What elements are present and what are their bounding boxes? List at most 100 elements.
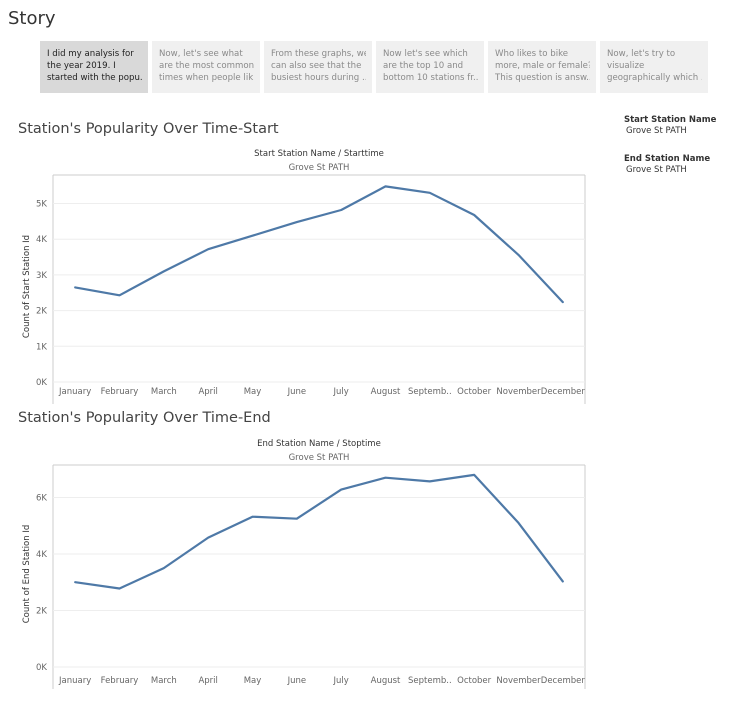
filter-label: End Station Name <box>624 154 711 164</box>
x-tick-label: August <box>371 387 401 397</box>
y-tick-label: 0K <box>36 378 47 388</box>
x-tick-label: July <box>333 387 349 397</box>
data-point <box>517 521 521 525</box>
filter-value: Grove St PATH <box>626 126 687 136</box>
story-point-text: Now, let's try to <box>607 49 676 59</box>
series-line <box>74 473 564 590</box>
story-point-text: are the top 10 and <box>383 61 464 71</box>
x-tick-label: November <box>496 387 541 397</box>
filter-panel: Start Station Name Grove St PATH End Sta… <box>624 115 716 193</box>
x-tick-label: December <box>541 387 586 397</box>
data-point <box>295 517 299 521</box>
story-navigator: I did my analysis for the year 2019. I s… <box>40 41 712 93</box>
x-tick-label: October <box>457 387 492 397</box>
story-point-text: visualize <box>607 61 645 71</box>
data-point <box>118 293 122 297</box>
filter-start-station[interactable]: Start Station Name Grove St PATH <box>624 115 716 137</box>
x-tick-label: July <box>333 676 349 686</box>
start-line-chart[interactable]: Start Station Name / Starttime Grove St P… <box>0 142 600 404</box>
data-point <box>561 300 565 304</box>
story-point-text: times when people lik.. <box>159 73 254 83</box>
story-point-6[interactable]: Now, let's try to visualize geographical… <box>600 41 708 93</box>
data-point <box>517 253 521 257</box>
data-point <box>73 580 77 584</box>
x-tick-label: Septemb.. <box>408 387 452 397</box>
x-tick-label: June <box>287 387 307 397</box>
chart-end-title: Station's Popularity Over Time-End <box>18 410 271 426</box>
data-point <box>73 285 77 289</box>
data-point <box>428 479 432 483</box>
data-point <box>251 515 255 519</box>
x-tick-label: May <box>244 387 262 397</box>
filter-label: Start Station Name <box>624 115 717 125</box>
story-point-2[interactable]: Now, let's see what are the most common … <box>152 41 260 93</box>
chart-start-title: Station's Popularity Over Time-Start <box>18 121 279 137</box>
data-point <box>118 586 122 590</box>
filter-end-station[interactable]: End Station Name Grove St PATH <box>624 154 716 176</box>
story-title: Story <box>8 8 56 29</box>
story-point-1[interactable]: I did my analysis for the year 2019. I s… <box>40 41 148 93</box>
x-tick-label: May <box>244 676 262 686</box>
chart-header: Start Station Name / Starttime <box>254 149 384 159</box>
data-point <box>384 476 388 480</box>
x-tick-label: November <box>496 676 541 686</box>
data-point <box>472 213 476 217</box>
chart-subheader: Grove St PATH <box>289 453 350 463</box>
y-tick-label: 6K <box>36 493 47 503</box>
data-point <box>162 269 166 273</box>
y-axis-title: Count of End Station Id <box>22 525 32 624</box>
data-point <box>339 208 343 212</box>
data-point <box>428 191 432 195</box>
x-tick-label: March <box>151 387 177 397</box>
story-point-text: Who likes to bike <box>495 49 569 59</box>
story-point-text: Now, let's see what <box>159 49 243 59</box>
data-point <box>206 536 210 540</box>
x-tick-label: October <box>457 676 492 686</box>
story-point-5[interactable]: Who likes to bike more, male or female? … <box>488 41 596 93</box>
story-point-text: From these graphs, we <box>271 49 366 59</box>
end-line-chart[interactable]: End Station Name / Stoptime Grove St PATH… <box>0 432 600 692</box>
y-tick-label: 2K <box>36 606 47 616</box>
y-tick-label: 0K <box>36 663 47 673</box>
y-axis-title: Count of Start Station Id <box>22 235 32 338</box>
story-point-3[interactable]: From these graphs, we can also see that … <box>264 41 372 93</box>
y-tick-label: 4K <box>36 235 47 245</box>
story-point-text: bottom 10 stations fr.. <box>383 73 478 83</box>
data-point <box>339 488 343 492</box>
story-point-text: geographically which .. <box>607 73 702 83</box>
x-tick-label: December <box>541 676 586 686</box>
y-tick-label: 3K <box>36 271 47 281</box>
story-point-4[interactable]: Now let's see which are the top 10 and b… <box>376 41 484 93</box>
story-point-text: busiest hours during .. <box>271 73 366 83</box>
story-point-text: are the most common <box>159 61 254 71</box>
x-tick-label: June <box>287 676 307 686</box>
x-tick-label: August <box>371 676 401 686</box>
story-point-text: more, male or female? <box>495 61 590 71</box>
data-point <box>472 473 476 477</box>
x-tick-label: Septemb.. <box>408 676 452 686</box>
x-tick-label: February <box>101 387 139 397</box>
y-tick-label: 4K <box>36 550 47 560</box>
data-point <box>162 566 166 570</box>
story-point-text: This question is answ.. <box>495 73 590 83</box>
y-tick-label: 1K <box>36 342 47 352</box>
chart-header: End Station Name / Stoptime <box>257 439 381 449</box>
y-tick-label: 5K <box>36 200 47 210</box>
data-point <box>384 184 388 188</box>
story-point-text: I did my analysis for <box>47 49 134 59</box>
data-point <box>295 220 299 224</box>
x-tick-label: April <box>198 387 217 397</box>
story-point-text: Now let's see which <box>383 49 468 59</box>
chart-subheader: Grove St PATH <box>289 163 350 173</box>
x-tick-label: April <box>198 676 217 686</box>
data-point <box>206 247 210 251</box>
y-tick-label: 2K <box>36 307 47 317</box>
story-point-text: started with the popu.. <box>47 73 142 83</box>
x-tick-label: January <box>58 387 91 397</box>
data-point <box>251 234 255 238</box>
x-tick-label: March <box>151 676 177 686</box>
x-tick-label: January <box>58 676 91 686</box>
story-point-text: can also see that the <box>271 61 362 71</box>
story-point-text: the year 2019. I <box>47 61 116 71</box>
filter-value: Grove St PATH <box>626 165 687 175</box>
